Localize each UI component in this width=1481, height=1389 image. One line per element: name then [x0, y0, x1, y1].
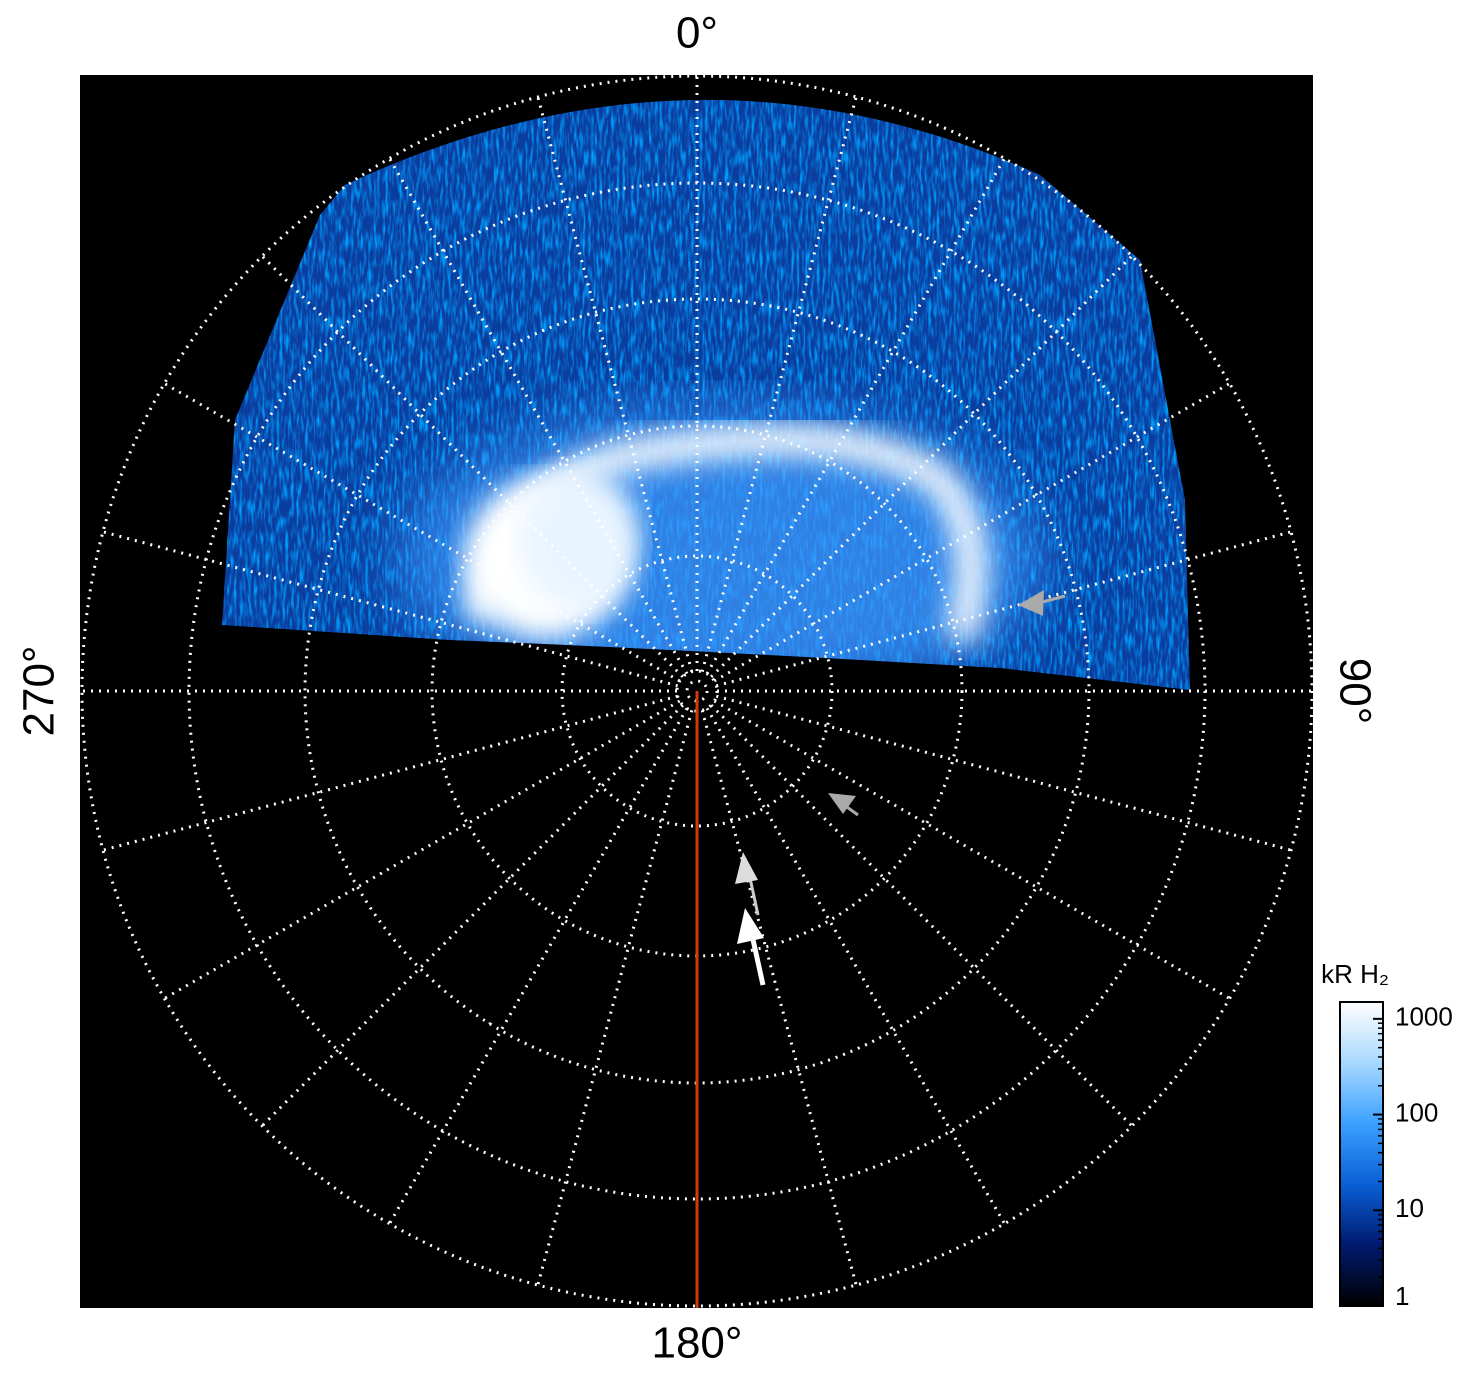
grid-meridian: [536, 96, 694, 673]
grid-meridian: [102, 694, 679, 852]
angle-tick-label: 90°: [1330, 658, 1379, 725]
angle-tick-label: 0°: [676, 9, 718, 58]
colorbar: 1 10 100 1000: [1339, 1001, 1453, 1311]
grid-meridian: [713, 699, 1231, 1000]
grid-meridian: [261, 704, 684, 1127]
colorbar-label: kR H₂: [1321, 959, 1389, 989]
grid-meridian: [713, 382, 1231, 683]
colorbar-tick-label: 100: [1395, 1097, 1438, 1127]
arrow-head: [737, 908, 764, 944]
arrow-head: [735, 852, 758, 884]
grid-meridian: [700, 709, 858, 1286]
arrow-head: [1018, 590, 1044, 616]
grid-meridian: [388, 157, 689, 675]
grid-meridian: [700, 96, 858, 673]
arrow: [748, 877, 760, 916]
arrow-head: [828, 793, 856, 814]
grid-ring: [685, 679, 709, 703]
grid-meridian: [705, 157, 1006, 675]
grid-meridian: [536, 709, 694, 1286]
grid-meridian: [163, 382, 681, 683]
angle-tick-label: 180°: [651, 1319, 742, 1368]
polar-grid: [80, 74, 1314, 1308]
arrow: [749, 934, 766, 986]
grid-meridian: [710, 704, 1133, 1127]
grid-meridian: [705, 707, 1006, 1225]
colorbar-tick-label: 1: [1395, 1281, 1409, 1311]
bright-spot: [520, 470, 640, 610]
grid-meridian: [715, 694, 1292, 852]
colorbar-scale: [1339, 1001, 1384, 1307]
colorbar-tick-label: 1000: [1395, 1002, 1453, 1032]
grid-ring: [80, 74, 1314, 1308]
grid-meridian: [710, 255, 1133, 678]
grid-meridian: [261, 255, 684, 678]
grid-meridian: [102, 530, 679, 688]
grid-meridian: [715, 530, 1292, 688]
angle-tick-label: 270°: [15, 645, 64, 736]
grid-ring: [560, 554, 834, 828]
aurora-image: [222, 99, 1190, 690]
grid-ring: [303, 297, 1091, 1085]
grid-meridian: [388, 707, 689, 1225]
grid-meridian: [163, 699, 681, 1000]
arrows: [735, 590, 1066, 986]
colorbar-tick-label: 10: [1395, 1193, 1424, 1223]
